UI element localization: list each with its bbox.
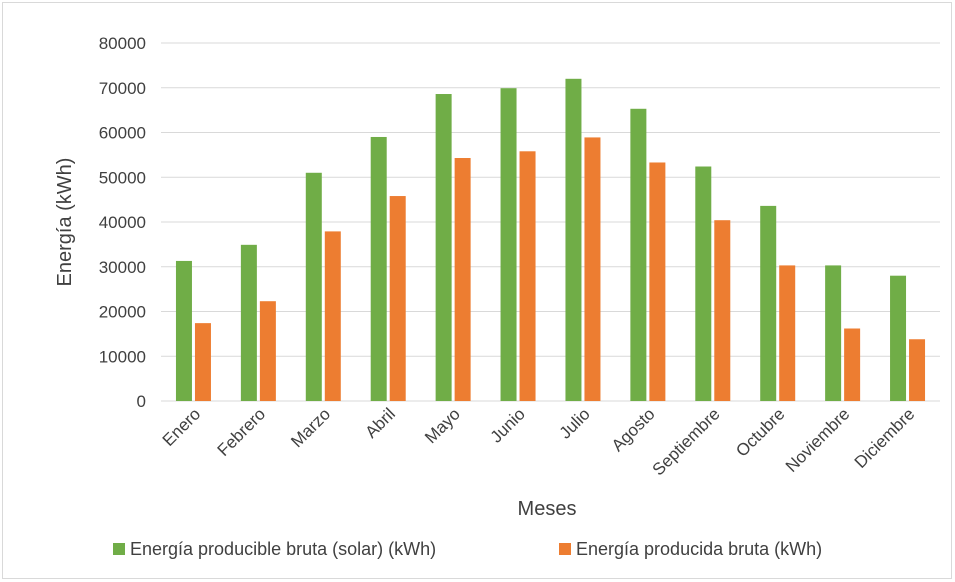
- x-tick-label: Diciembre: [851, 404, 919, 472]
- x-tick-label: Junio: [487, 404, 529, 446]
- bar-solar-agosto: [630, 108, 647, 401]
- bar-producida-octubre: [779, 265, 796, 401]
- bar-solar-noviembre: [825, 265, 842, 401]
- y-tick-label: 70000: [99, 79, 146, 98]
- x-tick-label: Octubre: [732, 404, 788, 460]
- bar-solar-septiembre: [695, 166, 712, 401]
- x-tick-label: Enero: [159, 404, 205, 450]
- bar-producida-junio: [519, 151, 536, 401]
- x-tick-label: Febrero: [214, 404, 270, 460]
- x-axis-title: Meses: [518, 498, 577, 520]
- y-tick-label: 80000: [99, 34, 146, 53]
- legend-swatch: [113, 543, 125, 555]
- bar-producida-febrero: [259, 301, 276, 401]
- y-tick-label: 50000: [99, 168, 146, 187]
- bars: [175, 78, 926, 402]
- y-tick-label: 40000: [99, 213, 146, 232]
- y-axis-ticks: 0 10000 20000 30000 40000 50000 60000 70000 8000…: [99, 34, 146, 411]
- bar-solar-mayo: [435, 94, 452, 401]
- bar-producida-agosto: [649, 162, 666, 401]
- legend-label: Energía producible bruta (solar) (kWh): [130, 539, 436, 559]
- y-tick-label: 20000: [99, 303, 146, 322]
- bar-solar-junio: [500, 88, 517, 401]
- bar-solar-diciembre: [890, 275, 907, 401]
- bar-producida-julio: [584, 137, 601, 402]
- bar-producida-diciembre: [909, 339, 926, 401]
- y-tick-label: 60000: [99, 124, 146, 143]
- bar-solar-febrero: [240, 244, 257, 401]
- bar-producida-noviembre: [844, 328, 861, 401]
- bar-solar-marzo: [305, 172, 322, 401]
- y-tick-label: 0: [137, 392, 146, 411]
- y-axis-title: Energía (kWh): [54, 158, 76, 287]
- x-tick-label: Julio: [556, 404, 594, 442]
- x-tick-label: Agosto: [608, 404, 659, 455]
- x-tick-label: Noviembre: [782, 404, 854, 476]
- legend: Energía producible bruta (solar) (kWh) En…: [113, 539, 822, 559]
- bar-producida-mayo: [454, 158, 471, 401]
- bar-producida-septiembre: [714, 220, 731, 401]
- y-tick-label: 30000: [99, 258, 146, 277]
- x-axis-ticks: Enero Febrero Marzo Abril Mayo Junio Julio Agos…: [159, 404, 919, 479]
- x-tick-label: Septiembre: [649, 404, 724, 479]
- bar-solar-octubre: [760, 205, 777, 401]
- gridlines: [161, 42, 940, 402]
- bar-producida-enero: [194, 323, 211, 401]
- bar-solar-julio: [565, 78, 582, 402]
- bar-producida-abril: [389, 196, 406, 401]
- x-tick-label: Mayo: [421, 404, 464, 447]
- legend-label: Energía producida bruta (kWh): [576, 539, 822, 559]
- y-tick-label: 10000: [99, 347, 146, 366]
- x-tick-label: Marzo: [287, 404, 334, 451]
- legend-swatch: [559, 543, 571, 555]
- bar-solar-enero: [175, 260, 192, 401]
- bar-solar-abril: [370, 136, 387, 401]
- bar-producida-marzo: [324, 231, 341, 401]
- x-tick-label: Abril: [362, 404, 399, 441]
